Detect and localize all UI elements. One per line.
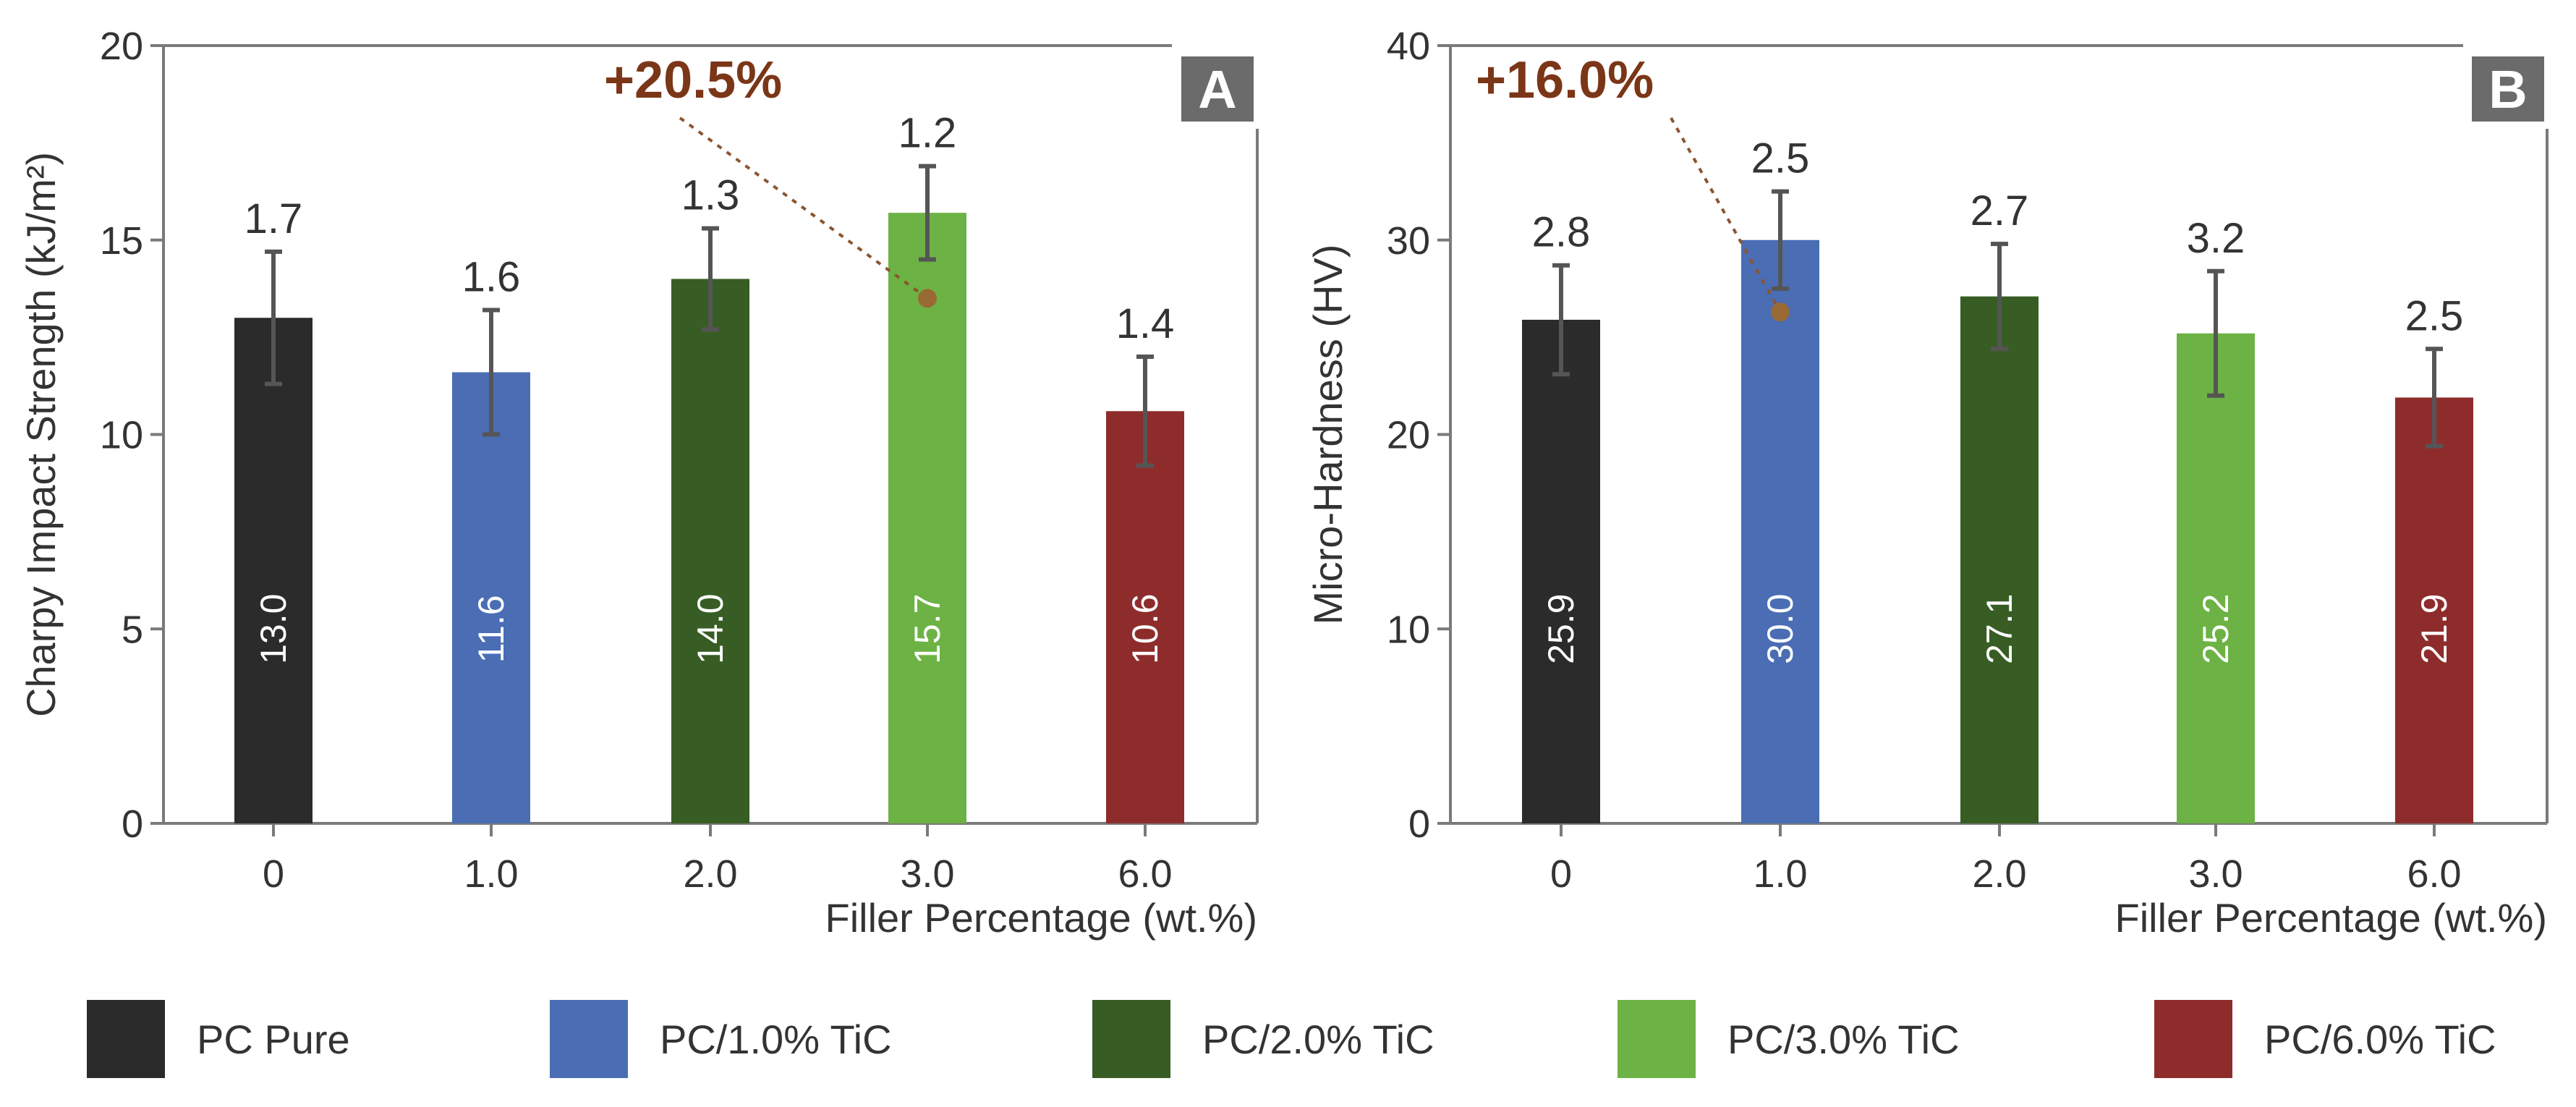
x-tick-label: 1.0 <box>1753 852 1807 896</box>
x-tick-label: 6.0 <box>1118 852 1172 896</box>
bar-value-label: 10.6 <box>1125 594 1165 664</box>
legend: PC Pure PC/1.0% TiC PC/2.0% TiC PC/3.0% TiC… <box>87 1000 2496 1078</box>
x-tick-label: 1.0 <box>464 852 518 896</box>
y-tick-label: 40 <box>1387 25 1430 68</box>
x-tick-label: 6.0 <box>2407 852 2461 896</box>
bar-value-label: 14.0 <box>690 594 731 664</box>
y-tick-label: 30 <box>1387 219 1430 263</box>
y-axis-title: Micro-Hardness (HV) <box>1305 245 1351 625</box>
y-tick-label: 20 <box>100 25 143 68</box>
x-tick-label: 3.0 <box>900 852 954 896</box>
bar <box>2395 397 2473 823</box>
error-label: 1.6 <box>462 254 521 301</box>
x-tick-label: 0 <box>1550 852 1572 896</box>
bar-value-label: 27.1 <box>1979 594 2020 664</box>
bar-value-label: 13.0 <box>253 594 294 664</box>
y-tick-label: 15 <box>100 219 143 263</box>
y-tick-label: 10 <box>100 414 143 457</box>
bar <box>1741 239 1819 823</box>
annotation-leader <box>679 116 929 300</box>
error-label: 3.2 <box>2187 215 2245 262</box>
panel-label: A <box>1198 59 1236 119</box>
legend-label: PC/3.0% TiC <box>1727 1017 1960 1062</box>
bar-value-label: 25.9 <box>1541 594 1581 664</box>
panel-a: 0 5 10 15 20 Charpy Impact Strength (kJ/m²) Fi… <box>18 25 1259 941</box>
error-label: 2.5 <box>2405 292 2464 339</box>
y-tick-label: 10 <box>1387 608 1430 651</box>
error-label: 2.5 <box>1751 135 1810 182</box>
error-label: 1.3 <box>681 172 740 219</box>
legend-label: PC/2.0% TiC <box>1202 1017 1434 1062</box>
bar <box>1522 319 1600 823</box>
annotation-text: +20.5% <box>604 51 782 109</box>
x-axis-title: Filler Percentage (wt.%) <box>825 895 1257 941</box>
bar-value-label: 21.9 <box>2414 594 2454 664</box>
panel-badge <box>1181 56 1254 122</box>
x-tick-label: 2.0 <box>683 852 737 896</box>
bar <box>671 279 749 823</box>
legend-swatch <box>1618 1000 1696 1078</box>
x-tick-label: 2.0 <box>1972 852 2026 896</box>
annotation-leader <box>1670 117 1782 313</box>
legend-label: PC/6.0% TiC <box>2264 1017 2496 1062</box>
y-tick-label: 5 <box>122 608 143 651</box>
error-label: 1.2 <box>898 110 957 157</box>
bar <box>1106 411 1184 823</box>
bar-value-label: 15.7 <box>907 594 948 664</box>
legend-swatch <box>1092 1000 1170 1078</box>
panel-label: B <box>2488 59 2527 119</box>
y-axis-title: Charpy Impact Strength (kJ/m²) <box>18 152 64 717</box>
annotation-marker <box>918 289 937 308</box>
legend-label: PC/1.0% TiC <box>660 1017 892 1062</box>
annotation-text: +16.0% <box>1476 51 1654 109</box>
x-tick-label: 3.0 <box>2188 852 2243 896</box>
error-label: 2.7 <box>1971 187 2029 234</box>
y-tick-label: 0 <box>1408 802 1430 846</box>
panel-b: 0 10 20 30 40 Micro-Hardness (HV) Filler Perce… <box>1305 25 2549 941</box>
bar-value-label: 25.2 <box>2195 594 2236 664</box>
annotation-marker <box>1771 302 1790 322</box>
y-tick-label: 0 <box>122 802 143 846</box>
bar <box>1960 296 2039 823</box>
panel-badge <box>2472 56 2544 122</box>
legend-swatch <box>2154 1000 2232 1078</box>
bar-value-label: 30.0 <box>1760 594 1801 664</box>
error-label: 1.7 <box>245 195 303 242</box>
error-label: 1.4 <box>1116 300 1175 347</box>
bar <box>2177 333 2255 823</box>
legend-swatch <box>87 1000 165 1078</box>
x-axis-title: Filler Percentage (wt.%) <box>2114 895 2547 941</box>
y-tick-label: 20 <box>1387 414 1430 457</box>
legend-label: PC Pure <box>197 1017 350 1062</box>
x-tick-label: 0 <box>263 852 284 896</box>
bar <box>888 213 966 823</box>
legend-swatch <box>550 1000 628 1078</box>
error-label: 2.8 <box>1532 209 1591 256</box>
bar <box>234 318 313 823</box>
bar <box>452 372 530 823</box>
bar-value-label: 11.6 <box>471 595 511 663</box>
